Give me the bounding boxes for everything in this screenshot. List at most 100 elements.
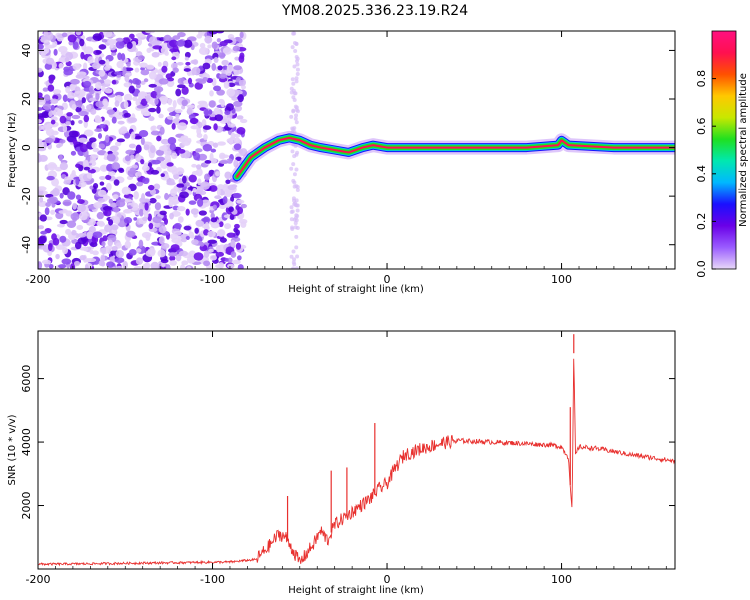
heatmap-cell — [38, 186, 47, 191]
heatmap-cell — [119, 198, 126, 203]
heatmap-cell — [198, 210, 207, 216]
heatmap-cell — [207, 239, 218, 244]
heatmap-cell — [138, 129, 149, 138]
heatmap-cell — [185, 61, 191, 66]
chart-title: YM08.2025.336.23.19.R24 — [281, 3, 468, 19]
heatmap-cell — [122, 198, 132, 203]
heatmap-cell — [122, 261, 128, 269]
heatmap-cell — [213, 57, 219, 63]
heatmap-cell — [124, 155, 131, 162]
heatmap-cell — [176, 39, 186, 47]
heatmap-cell — [219, 40, 228, 47]
heatmap-cell — [66, 112, 73, 117]
heatmap-cell — [291, 109, 296, 114]
heatmap-cell — [99, 175, 106, 180]
heatmap-cell — [86, 105, 91, 111]
heatmap-cell — [233, 65, 242, 71]
heatmap-cell — [151, 159, 161, 165]
heatmap-cell — [189, 117, 199, 125]
heatmap-cell — [193, 152, 201, 161]
heatmap-cell — [59, 235, 67, 243]
heatmap-cell — [179, 191, 189, 199]
heatmap-cell — [230, 132, 236, 140]
heatmap-cell — [135, 171, 142, 177]
heatmap-cell — [89, 85, 94, 93]
heatmap-cell — [292, 184, 297, 189]
heatmap-cell — [289, 217, 294, 222]
heatmap-cell — [140, 69, 150, 76]
heatmap-cell — [86, 231, 94, 240]
heatmap-cell — [186, 104, 196, 109]
heatmap-cell — [65, 210, 73, 217]
heatmap-cell — [291, 196, 296, 201]
heatmap-cell — [71, 169, 76, 177]
heatmap-cell — [74, 260, 81, 267]
heatmap-cell — [136, 181, 144, 187]
heatmap-cell — [97, 150, 107, 156]
heatmap-cell — [78, 119, 83, 124]
heatmap-cell — [185, 208, 190, 216]
heatmap-cell — [152, 216, 162, 224]
heatmap-cell — [294, 79, 299, 84]
x-tick-label: -100 — [200, 273, 225, 286]
heatmap-cell — [158, 236, 165, 245]
heatmap-cell — [91, 142, 97, 149]
heatmap-cell — [218, 221, 224, 228]
heatmap-cell — [39, 214, 47, 222]
heatmap-cell — [137, 55, 145, 61]
heatmap-cell — [129, 154, 135, 160]
heatmap-cell — [115, 37, 124, 42]
heatmap-cell — [56, 223, 65, 228]
heatmap-cell — [157, 249, 166, 258]
heatmap-cell — [38, 235, 47, 244]
heatmap-cell — [72, 41, 79, 50]
heatmap-cell — [291, 178, 296, 183]
heatmap-cell — [143, 112, 151, 117]
heatmap-cell — [159, 95, 169, 103]
heatmap-cell — [294, 234, 299, 239]
heatmap-cell — [202, 144, 213, 152]
heatmap-cell — [46, 175, 55, 181]
heatmap-cell — [118, 111, 124, 116]
heatmap-cell — [175, 167, 185, 175]
heatmap-cell — [62, 199, 72, 207]
heatmap-cell — [45, 202, 51, 207]
heatmap-cell — [171, 123, 176, 130]
heatmap-cell — [290, 77, 295, 82]
colorbar-tick-label: 0.2 — [695, 213, 708, 231]
heatmap-cell — [188, 231, 194, 238]
heatmap-cell — [139, 92, 148, 97]
heatmap-cell — [48, 76, 54, 84]
heatmap-cell — [222, 47, 232, 55]
heatmap-cell — [171, 56, 177, 61]
heatmap-cell — [160, 173, 165, 178]
heatmap-cell — [133, 265, 144, 269]
heatmap-cell — [102, 235, 108, 242]
y-tick-label: 2000 — [20, 492, 33, 520]
heatmap-cell — [62, 125, 68, 133]
heatmap-cell — [214, 195, 222, 199]
heatmap-cell — [42, 87, 49, 92]
heatmap-cell — [148, 222, 154, 230]
heatmap-cell — [93, 201, 103, 209]
heatmap-cell — [107, 239, 113, 247]
heatmap-cell — [240, 221, 247, 228]
heatmap-cell — [152, 40, 163, 45]
heatmap-cell — [202, 77, 208, 82]
heatmap-cell — [149, 188, 156, 196]
heatmap-cell — [295, 72, 300, 77]
heatmap-cell — [83, 46, 94, 55]
heatmap-cell — [111, 79, 117, 85]
heatmap-cell — [197, 100, 208, 105]
heatmap-cell — [188, 200, 197, 205]
x-tick-label: 100 — [551, 273, 572, 286]
heatmap-cell — [184, 56, 189, 61]
heatmap-cell — [194, 82, 203, 90]
heatmap-cell — [233, 105, 243, 112]
heatmap-cell — [101, 38, 108, 43]
plot-frame-top — [37, 30, 676, 270]
heatmap-cell — [38, 261, 43, 269]
heatmap-cell — [183, 68, 191, 72]
heatmap-cell — [129, 167, 137, 175]
axis-ticks-bottom: -200 -100 0 100 2000 4000 6000 — [20, 331, 675, 586]
